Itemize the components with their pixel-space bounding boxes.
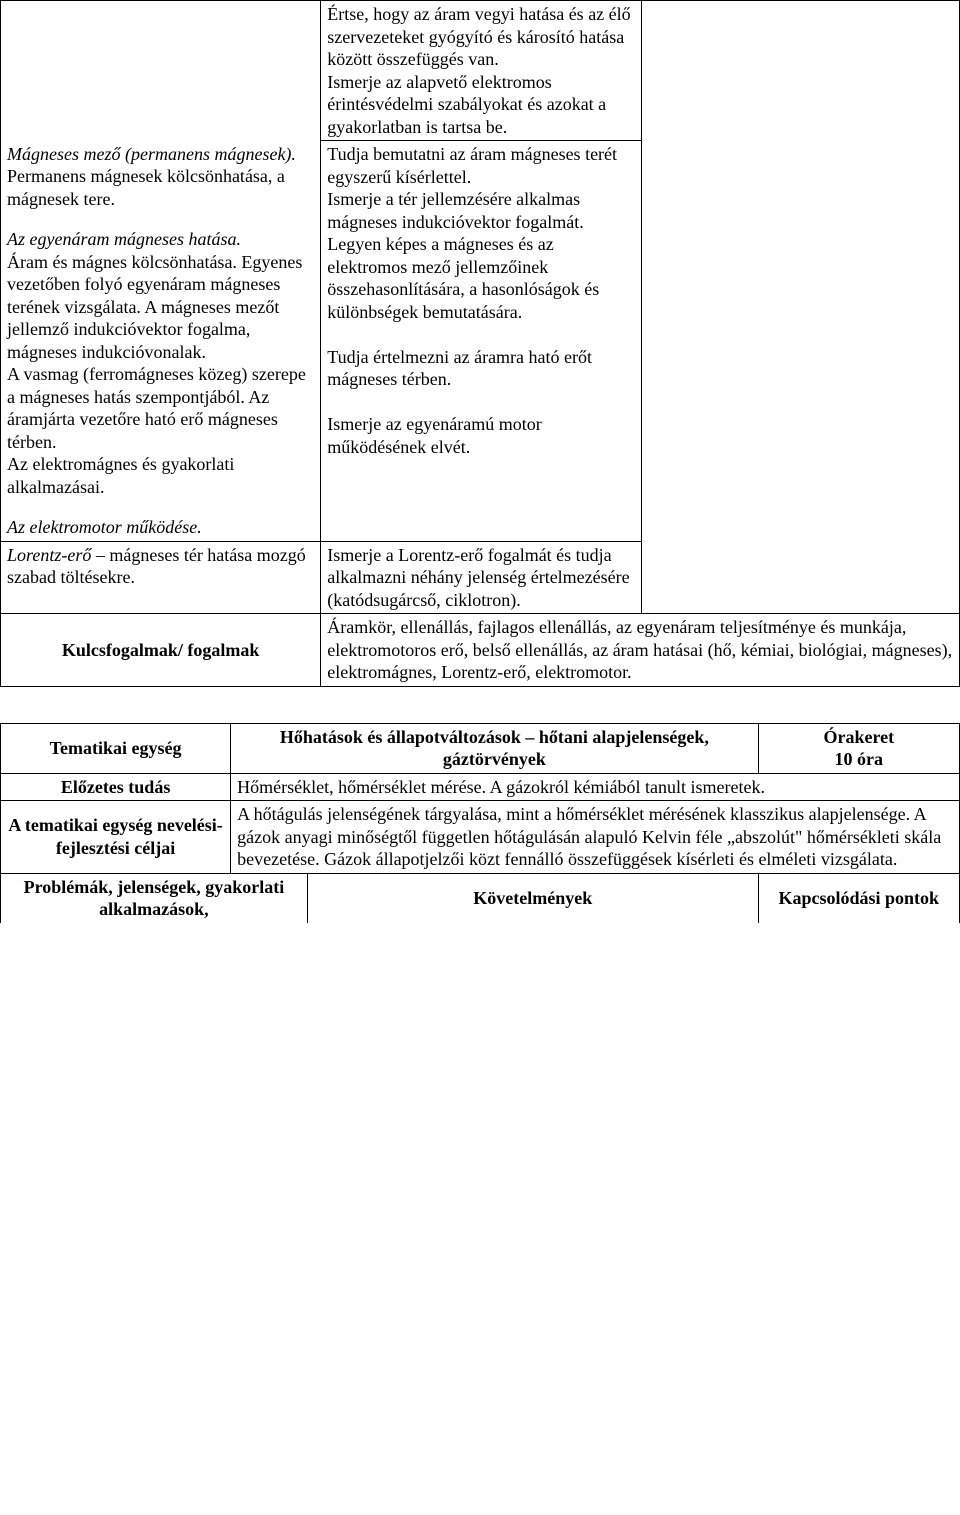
text-block: Tudja bemutatni az áram mágneses terét e… [327,143,634,458]
cell-r3c1: Lorentz-erő – mágneses tér hatása mozgó … [1,541,321,614]
main-table-1: Értse, hogy az áram vegyi hatása és az é… [0,0,960,687]
text-block: Áram és mágnes kölcsönhatása. Egyenes ve… [7,251,314,499]
cell-title: Hőhatások és állapotváltozások – hőtani … [231,723,758,773]
cell-rightcol-empty [641,1,959,614]
cell-empty-topleft [1,1,321,141]
cell-r1c2: Értse, hogy az áram vegyi hatása és az é… [321,1,641,141]
cell-label-tematikai: Tematikai egység [1,723,231,773]
cell-celjai-text: A hőtágulás jelenségének tárgyalása, min… [231,801,960,874]
cell-header-problemak: Problémák, jelenségek, gyakorlati alkalm… [1,873,308,923]
orakeret-bottom: 10 óra [765,748,953,771]
text-block: Permanens mágnesek kölcsönhatása, a mágn… [7,165,314,210]
table-row: Tematikai egység Hőhatások és állapotvál… [1,723,960,773]
italic-heading: Mágneses mező (permanens mágnesek). [7,143,314,166]
table-row: Értse, hogy az áram vegyi hatása és az é… [1,1,960,141]
gap [7,210,314,228]
cell-r2c1: Mágneses mező (permanens mágnesek). Perm… [1,141,321,542]
label-text: Kulcsfogalmak/ fogalmak [62,640,260,660]
text-block: Értse, hogy az áram vegyi hatása és az é… [327,3,634,138]
italic-heading: Az elektromotor működése. [7,516,314,539]
header-text: Követelmények [473,888,592,908]
text-block: Hőmérséklet, hőmérséklet mérése. A gázok… [237,776,953,799]
table-gap [0,687,960,723]
cell-r2c2: Tudja bemutatni az áram mágneses terét e… [321,141,641,542]
cell-header-kovetelmenyek: Követelmények [307,873,758,923]
table-row: Problémák, jelenségek, gyakorlati alkalm… [1,873,960,923]
label-text: Előzetes tudás [61,777,171,797]
cell-elozetes-text: Hőmérséklet, hőmérséklet mérése. A gázok… [231,773,960,801]
header-text: Problémák, jelenségek, gyakorlati alkalm… [24,877,285,920]
cell-orakeret: Órakeret 10 óra [758,723,959,773]
cell-kulcsfogalmak-text: Áramkör, ellenállás, fajlagos ellenállás… [321,614,960,687]
text-block: A hőtágulás jelenségének tárgyalása, min… [237,803,953,871]
italic-heading: Az egyenáram mágneses hatása. [7,228,314,251]
label-text: A tematikai egység nevelési-fejlesztési … [8,815,222,858]
table-row: Előzetes tudás Hőmérséklet, hőmérséklet … [1,773,960,801]
cell-label-elozetes: Előzetes tudás [1,773,231,801]
cell-r3c2: Ismerje a Lorentz-erő fogalmát és tudja … [321,541,641,614]
orakeret-top: Órakeret [765,726,953,749]
cell-label-celjai: A tematikai egység nevelési-fejlesztési … [1,801,231,874]
text-block: Ismerje a Lorentz-erő fogalmát és tudja … [327,544,634,612]
title-text: Hőhatások és állapotváltozások – hőtani … [280,727,709,770]
main-table-2: Tematikai egység Hőhatások és állapotvál… [0,723,960,923]
header-text: Kapcsolódási pontok [779,888,940,908]
table-row: A tematikai egység nevelési-fejlesztési … [1,801,960,874]
text-block: Áramkör, ellenállás, fajlagos ellenállás… [327,616,953,684]
label-text: Tematikai egység [50,738,182,758]
cell-label-kulcsfogalmak: Kulcsfogalmak/ fogalmak [1,614,321,687]
gap [7,498,314,516]
italic-term: Lorentz-erő [7,545,91,565]
table-row: Kulcsfogalmak/ fogalmak Áramkör, ellenál… [1,614,960,687]
cell-header-kapcsolodasi: Kapcsolódási pontok [758,873,959,923]
